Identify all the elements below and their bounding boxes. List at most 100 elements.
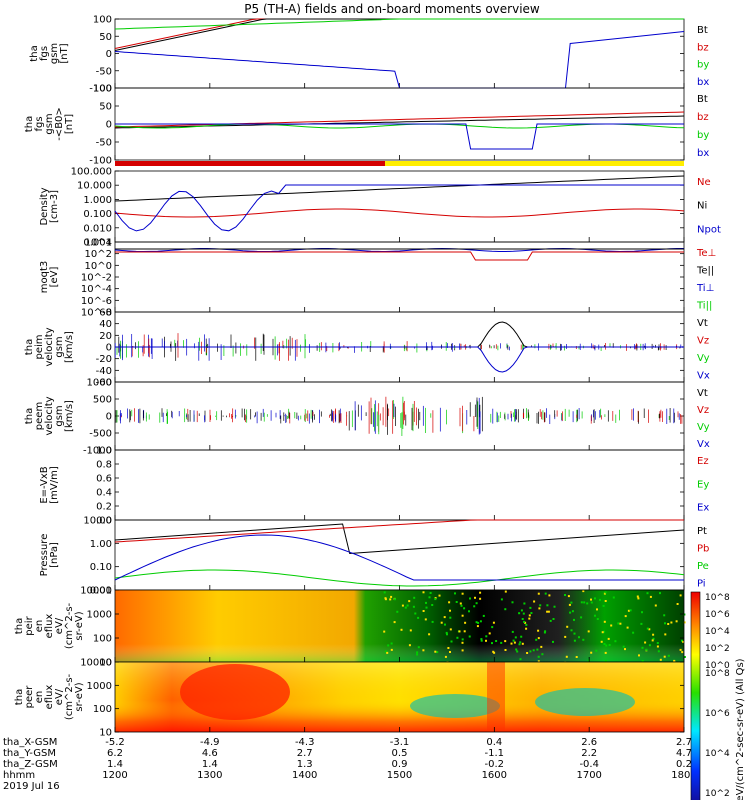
footer-value: 1300 [197,770,222,781]
legend-vx: Vx [697,371,710,382]
y-axis-label: eV/ [54,688,65,705]
spectrogram-speckle [648,644,651,647]
spectrogram-speckle [417,616,420,619]
spectrogram-speckle [429,592,432,594]
spectrogram-speckle [683,656,686,658]
spectrogram-speckle [475,621,478,624]
footer-value: 2.7 [297,748,313,759]
y-tick-label: 50 [99,32,112,43]
spectrogram-speckle [504,649,507,651]
legend-bz: bz [697,42,709,53]
spectrogram-speckle [570,629,573,632]
y-tick-label: 0.010 [83,223,112,234]
spectrogram-speckle [537,592,540,595]
y-tick-label: 10.000 [77,181,112,192]
spectrogram-speckle [549,619,552,622]
spectrogram-speckle [417,646,420,649]
spectrogram-speckle [552,618,555,620]
legend-ti: Ti⊥ [696,283,714,294]
legend-ne: Ne [697,177,711,188]
footer-value: 1200 [102,770,127,781]
spectrogram-speckle [573,632,576,635]
spectrogram-speckle [646,627,649,630]
y-tick-label: 0.0 [96,516,112,527]
footer-value: 2.7 [676,737,692,748]
spectrogram-speckle [438,594,441,597]
y-axis-label: -<B0> [54,107,65,141]
curve-pi [114,534,684,581]
spectrogram-speckle [526,652,529,654]
spectrogram-speckle [454,592,456,595]
spectrogram-speckle [413,596,416,599]
spectrogram-speckle [461,641,464,644]
spectrogram-speckle [474,596,476,599]
spectrogram-speckle [663,655,666,658]
footer-value: 0.2 [676,759,692,770]
spectrogram-speckle [406,604,409,607]
spectrogram-speckle [450,640,453,643]
legend-bt: Bt [697,25,708,36]
spectrogram-speckle [657,650,660,653]
spectrogram-speckle [412,605,415,608]
footer-value: 2.2 [581,748,597,759]
y-tick-label: 10.00 [83,516,112,527]
spectrogram-speckle [567,595,570,598]
y-axis-label: velocity [44,396,55,435]
spectrogram-speckle [683,621,686,624]
spectrogram-speckle [537,629,540,632]
y-axis-label: eV/ [54,617,65,634]
legend-ey: Ey [697,479,709,490]
spectrogram-speckle [532,649,535,652]
spectrogram-speckle [546,604,549,607]
spectrogram-speckle [449,609,451,612]
curve-vx [115,346,684,373]
y-tick-label: 20 [99,331,112,342]
footer-label-hhmm: hhmm [3,770,35,781]
y-axis-label: en [34,620,45,633]
spectrogram-speckle [473,605,476,608]
curve-bt [114,18,684,51]
panel-frame-3 [114,170,685,243]
y-tick-label: 10 [99,728,112,739]
spectrogram-speckle [485,635,488,638]
spectrogram-speckle [500,641,503,644]
spectrogram-speckle [667,623,670,625]
footer-label-z: tha_Z-GSM [3,759,58,770]
curve-by [114,18,684,30]
legend-bt: Bt [697,94,708,105]
spectrogram-speckle [571,610,574,613]
legend-te: Te|| [696,266,714,277]
y-tick-label: 10 [99,658,112,669]
spectrogram-speckle [604,651,607,654]
spectrogram-speckle [535,638,538,641]
spectrogram-speckle [523,602,526,605]
spectrogram-speckle [590,598,592,601]
spectrogram-speckle [603,643,606,645]
legend-vy: Vy [697,422,710,433]
spectrogram-speckle [553,605,556,608]
colorbar-title: eV/(cm^2-sec-sr-eV) (All Qs) [735,658,746,800]
spectrogram-speckle [493,651,496,654]
spectrogram-speckle [673,660,676,663]
spectrogram-speckle [603,592,606,595]
footer-value: -0.4 [579,759,599,770]
y-axis-label: Pressure [39,534,50,577]
spectrogram-speckle [664,622,666,625]
y-tick-label: 100.000 [71,167,112,178]
spectrogram-speckle [564,635,567,638]
panel-frame-6 [114,381,685,451]
spectrogram-speckle [521,642,524,645]
y-tick-label: 50 [99,102,112,113]
y-tick-label: 0 [106,343,112,354]
y-tick-label: 1000 [87,610,112,621]
spectrogram-speckle [596,618,599,620]
spectrogram-speckle [582,590,585,593]
spectrogram-speckle [491,642,493,645]
spectrogram-speckle [425,606,428,609]
spectrogram-speckle [384,650,387,653]
ephemeris-footer: tha_X-GSM tha_Y-GSM tha_Z-GSM hhmm 2019 … [3,737,697,792]
spectrogram-speckle [540,645,543,648]
spectrogram-speckle [408,644,411,647]
footer-value: -5.2 [105,737,125,748]
spectrogram-speckle [519,658,522,661]
